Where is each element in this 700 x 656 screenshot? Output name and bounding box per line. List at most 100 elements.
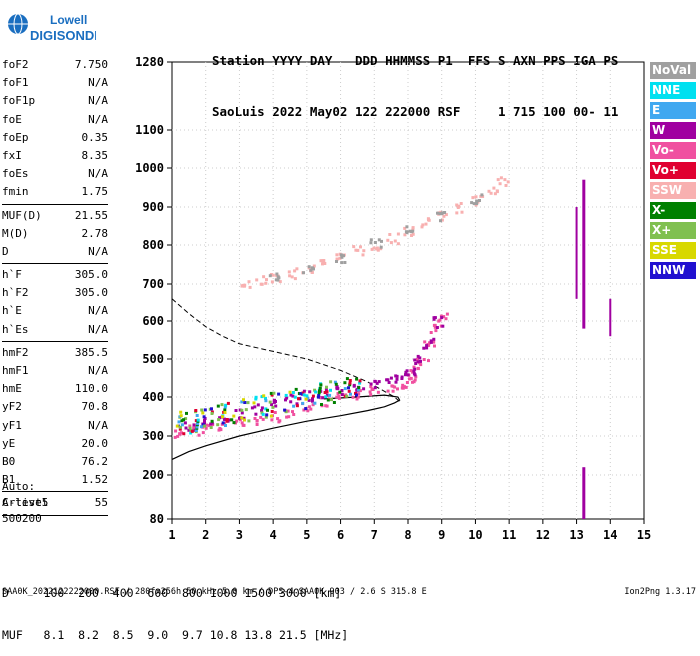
data-point-vo- [433,344,436,348]
data-point-e [199,425,203,429]
data-point-vo- [405,381,409,384]
data-point-vo- [391,389,395,393]
param-value: 305.0 [74,268,108,282]
data-point-vo- [434,329,438,333]
data-point-w [414,362,418,365]
data-point-noval [480,193,484,197]
data-point-x- [232,421,236,425]
data-point-sse [243,418,246,422]
data-point-vo- [173,435,177,439]
data-point-sse [252,401,256,405]
data-point-ssw [499,176,503,180]
vertical-echo-13mhz-low [582,467,586,519]
auto-program: Artist5 [2,496,49,509]
data-point-x- [318,386,322,390]
data-point-noval [478,199,481,202]
data-point-vo- [370,387,374,391]
param-key: h`F2 [2,286,29,300]
data-point-vo- [276,417,280,421]
data-point-vo- [409,369,413,373]
param-row: foF1p N/A [2,92,110,110]
data-point-w [260,406,264,410]
param-key: foE [2,112,22,126]
param-separator [2,340,108,342]
data-point-vo- [291,410,294,414]
param-value: 55 [94,496,108,510]
data-point-vo- [412,380,416,384]
param-value: N/A [88,418,108,432]
data-point-nne [189,431,193,435]
data-point-nne [293,395,297,399]
data-point-vo- [302,408,306,412]
data-point-x- [216,423,220,427]
data-point-x- [188,426,192,430]
data-point-vo- [401,386,405,390]
data-point-x- [345,394,349,398]
data-point-vo- [402,385,406,389]
data-point-e [195,425,199,429]
param-value: N/A [88,94,108,108]
data-point-vo- [355,397,359,401]
data-point-w [418,356,422,360]
data-point-x- [330,398,333,402]
data-point-w [285,396,289,400]
param-key: h`F [2,268,22,282]
data-point-sse [288,390,292,394]
muf-row: MUF 8.1 8.2 8.5 9.0 9.7 10.8 13.8 21.5 [… [2,628,349,642]
data-point-ssw [393,239,397,243]
data-point-x- [185,411,188,415]
data-point-w [432,316,436,320]
data-point-nne [284,393,288,397]
data-point-e [177,420,181,424]
data-point-noval [379,245,383,249]
logo-line1: Lowell [50,13,87,27]
data-point-ssw [335,253,339,257]
data-point-w [416,354,420,358]
data-point-ssw [247,280,251,284]
data-point-w [375,381,379,385]
data-point-ssw [496,178,500,182]
param-value: 385.5 [74,345,108,359]
data-point-vo- [369,393,373,397]
data-point-ssw [255,278,259,282]
data-point-ssw [354,248,358,252]
y-tick-label: 200 [142,468,164,482]
data-point-vo- [351,395,355,399]
data-point-nne [254,397,258,401]
data-point-x- [294,387,298,391]
y-tick-label: 800 [142,238,164,252]
data-point-x- [223,408,227,412]
data-point-w [311,397,314,401]
data-point-sse [242,398,245,402]
data-point-nnw [210,407,213,411]
data-point-w [395,374,399,378]
data-point-w [373,379,377,383]
data-point-vo- [323,391,327,394]
data-point-sse [240,416,244,420]
data-point-vo- [419,363,423,367]
data-point-x- [269,391,273,395]
data-point-ssw [271,273,275,277]
data-point-nne [260,395,264,399]
data-point-vo- [178,432,182,436]
data-point-x- [355,377,359,381]
data-point-w [302,389,306,393]
data-point-vo- [179,431,183,435]
param-separator [2,491,108,493]
data-point-vo- [225,418,229,421]
data-point-w [406,373,410,377]
data-point-noval [410,230,414,234]
data-point-ssw [262,275,266,279]
legend-item-ssw: SSW [650,182,696,199]
data-point-vo- [413,378,417,382]
data-point-noval [439,219,442,223]
param-key: B1 [2,473,16,487]
data-point-noval [274,278,278,282]
profile-solid-curve [171,394,401,460]
data-point-vo- [176,434,180,438]
data-point-w [254,412,258,416]
data-point-noval [340,255,344,259]
x-tick-label: 9 [438,528,445,542]
data-point-vo- [295,404,299,408]
data-point-x- [319,383,323,387]
